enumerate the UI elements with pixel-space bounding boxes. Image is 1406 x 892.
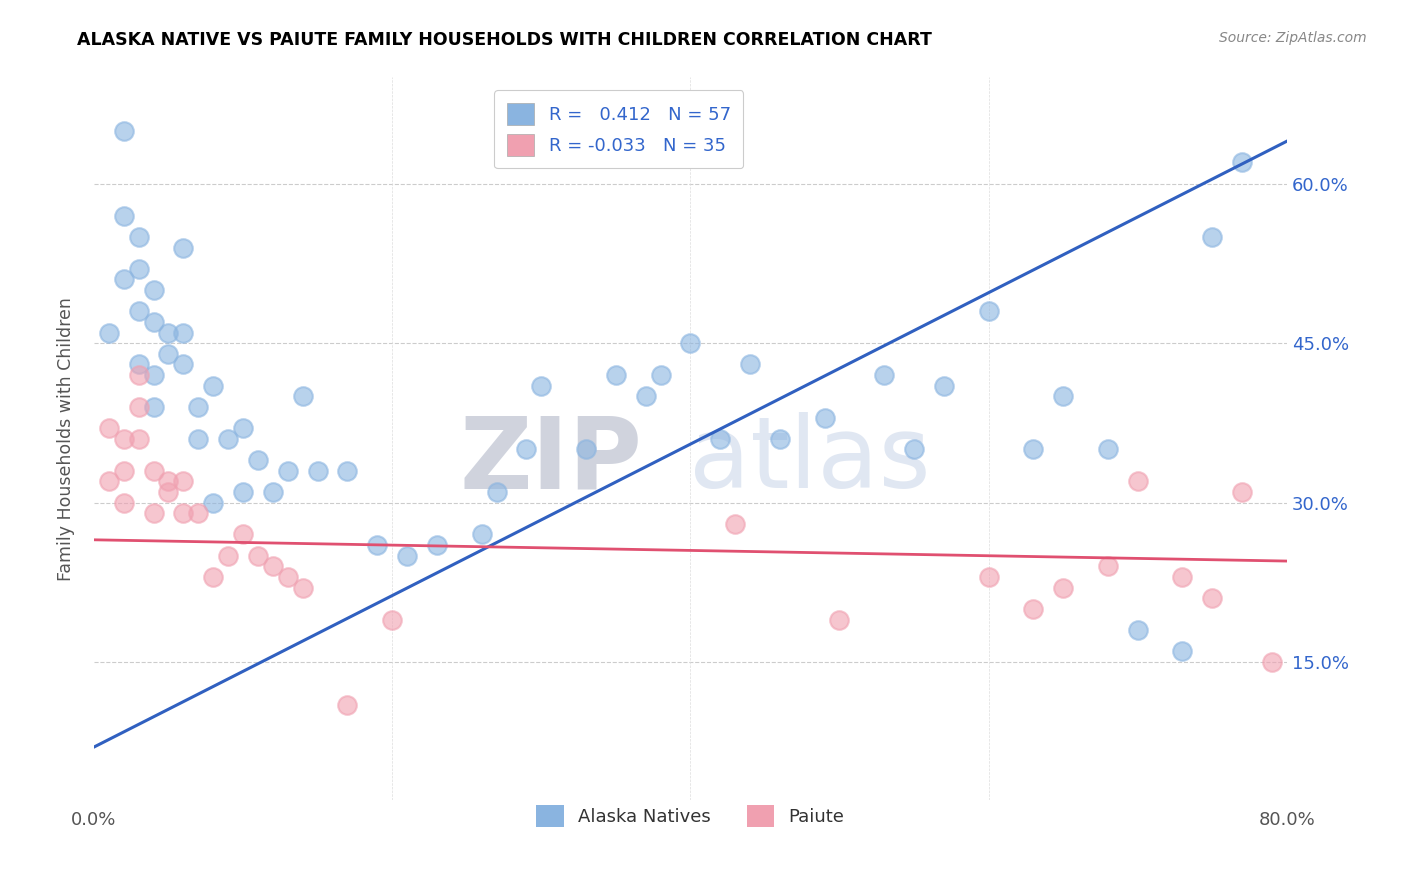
Point xyxy=(232,421,254,435)
Point xyxy=(1171,644,1194,658)
Point xyxy=(172,326,194,340)
Point xyxy=(515,442,537,457)
Point xyxy=(112,464,135,478)
Point xyxy=(977,304,1000,318)
Point xyxy=(1052,581,1074,595)
Point xyxy=(97,421,120,435)
Point xyxy=(530,378,553,392)
Point xyxy=(813,410,835,425)
Point xyxy=(157,485,180,500)
Point xyxy=(1097,442,1119,457)
Point xyxy=(291,389,314,403)
Text: ZIP: ZIP xyxy=(460,412,643,509)
Point xyxy=(485,485,508,500)
Point xyxy=(202,570,225,584)
Point xyxy=(217,549,239,563)
Point xyxy=(1126,623,1149,637)
Point xyxy=(679,336,702,351)
Text: Source: ZipAtlas.com: Source: ZipAtlas.com xyxy=(1219,31,1367,45)
Point xyxy=(977,570,1000,584)
Point xyxy=(932,378,955,392)
Point xyxy=(366,538,388,552)
Point xyxy=(262,485,284,500)
Point xyxy=(873,368,896,382)
Point xyxy=(202,495,225,509)
Point xyxy=(709,432,731,446)
Point xyxy=(1022,442,1045,457)
Point xyxy=(157,326,180,340)
Point xyxy=(1230,485,1253,500)
Point xyxy=(277,570,299,584)
Point xyxy=(128,432,150,446)
Point xyxy=(112,209,135,223)
Point xyxy=(157,347,180,361)
Point xyxy=(605,368,627,382)
Point xyxy=(112,495,135,509)
Point xyxy=(142,315,165,329)
Point xyxy=(172,475,194,489)
Point xyxy=(142,400,165,414)
Point xyxy=(142,283,165,297)
Point xyxy=(172,506,194,520)
Point xyxy=(187,506,209,520)
Point xyxy=(128,400,150,414)
Y-axis label: Family Households with Children: Family Households with Children xyxy=(58,297,75,581)
Point xyxy=(1201,591,1223,606)
Point xyxy=(232,485,254,500)
Point xyxy=(724,516,747,531)
Legend: Alaska Natives, Paiute: Alaska Natives, Paiute xyxy=(529,798,852,835)
Point xyxy=(471,527,494,541)
Point xyxy=(246,549,269,563)
Point xyxy=(187,400,209,414)
Point xyxy=(1261,655,1284,669)
Point xyxy=(172,240,194,254)
Point xyxy=(232,527,254,541)
Point xyxy=(277,464,299,478)
Point xyxy=(97,326,120,340)
Point xyxy=(128,261,150,276)
Point xyxy=(426,538,449,552)
Point xyxy=(381,613,404,627)
Text: atlas: atlas xyxy=(689,412,931,509)
Point xyxy=(112,272,135,286)
Point xyxy=(1126,475,1149,489)
Point xyxy=(142,464,165,478)
Point xyxy=(903,442,925,457)
Point xyxy=(1201,230,1223,244)
Point xyxy=(128,368,150,382)
Point xyxy=(336,464,359,478)
Point xyxy=(291,581,314,595)
Point xyxy=(650,368,672,382)
Point xyxy=(1171,570,1194,584)
Point xyxy=(128,304,150,318)
Point xyxy=(575,442,598,457)
Point xyxy=(828,613,851,627)
Point xyxy=(128,230,150,244)
Point xyxy=(202,378,225,392)
Point xyxy=(112,123,135,137)
Point xyxy=(157,475,180,489)
Point xyxy=(142,506,165,520)
Point xyxy=(187,432,209,446)
Point xyxy=(246,453,269,467)
Text: ALASKA NATIVE VS PAIUTE FAMILY HOUSEHOLDS WITH CHILDREN CORRELATION CHART: ALASKA NATIVE VS PAIUTE FAMILY HOUSEHOLD… xyxy=(77,31,932,49)
Point xyxy=(172,358,194,372)
Point xyxy=(262,559,284,574)
Point xyxy=(112,432,135,446)
Point xyxy=(128,358,150,372)
Point xyxy=(307,464,329,478)
Point xyxy=(1097,559,1119,574)
Point xyxy=(1052,389,1074,403)
Point xyxy=(396,549,419,563)
Point xyxy=(97,475,120,489)
Point xyxy=(769,432,792,446)
Point xyxy=(1230,155,1253,169)
Point xyxy=(738,358,761,372)
Point xyxy=(217,432,239,446)
Point xyxy=(634,389,657,403)
Point xyxy=(336,698,359,712)
Point xyxy=(142,368,165,382)
Point xyxy=(1022,602,1045,616)
